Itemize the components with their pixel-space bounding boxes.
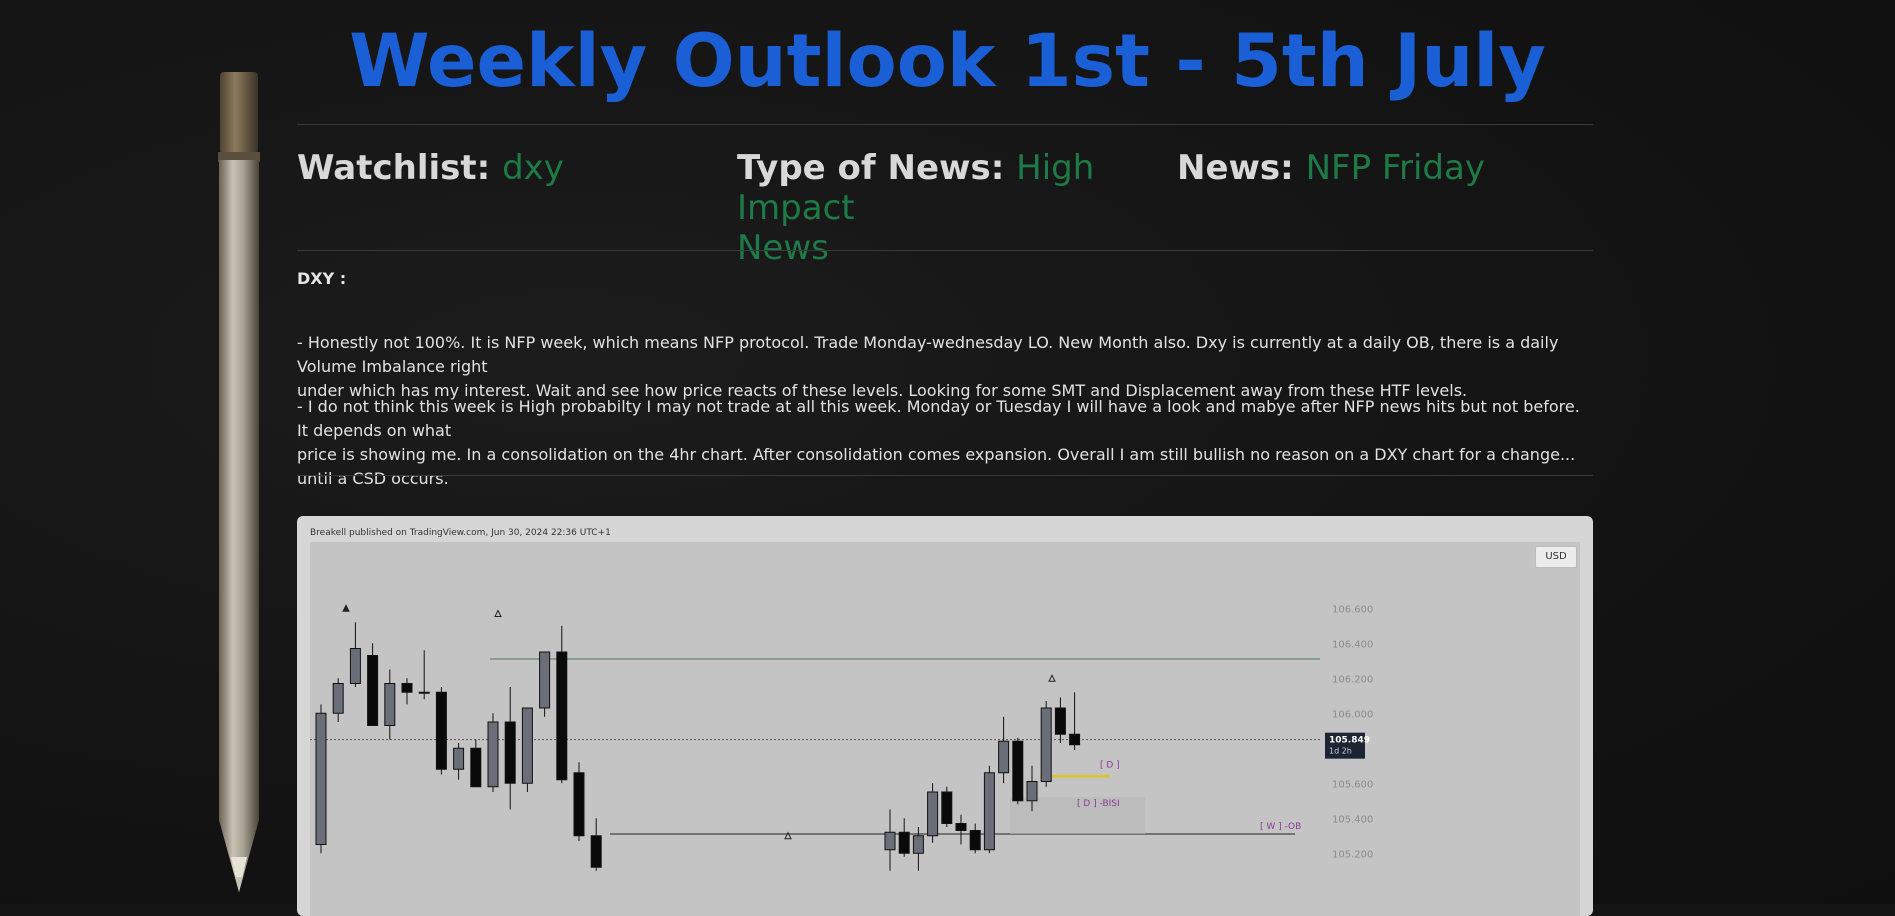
watchlist-value: dxy [502, 148, 564, 188]
paragraph-line: - Honestly not 100%. It is NFP week, whi… [297, 333, 1559, 376]
candle-body [590, 835, 602, 868]
paragraph-line: under which has my interest. Wait and se… [297, 381, 1468, 400]
y-tick-label: 105.400 [1332, 814, 1373, 825]
triangle-marker [342, 604, 350, 612]
candle-body [955, 823, 967, 831]
chart-image: Breakell published on TradingView.com, J… [297, 516, 1593, 916]
news-type-value-cont: News [737, 228, 829, 268]
page-title: Weekly Outlook 1st - 5th July [349, 19, 1546, 104]
last-price-sublabel: 1d 2h [1329, 747, 1352, 756]
candle-body [983, 772, 995, 851]
candle-body [1054, 707, 1066, 735]
paragraph-2: - I do not think this week is High proba… [297, 395, 1593, 491]
news-type-field: Type of News: High Impact News [737, 148, 1147, 268]
chart-annotation: [ D ] [1100, 761, 1120, 771]
chart-credit: Breakell published on TradingView.com, J… [310, 528, 611, 538]
watchlist-label: Watchlist: [297, 148, 503, 188]
chart-annotation: [ D ] -BISI [1077, 799, 1120, 809]
news-value: NFP Friday [1305, 148, 1485, 188]
candle-body [898, 831, 910, 854]
divider [297, 250, 1593, 251]
chart-annotation: [ W ] -OB [1260, 822, 1301, 832]
news-label: News: [1177, 148, 1306, 188]
pencil-illustration [218, 72, 260, 892]
candle-body [435, 691, 447, 770]
candle-body [1069, 733, 1081, 746]
chart-area: 106.600 106.400 106.200 106.000 105.600 105.4… [310, 542, 1580, 916]
candle-body [504, 721, 516, 784]
y-tick-label: 106.200 [1332, 674, 1373, 685]
candle-body [969, 830, 981, 851]
candle-body [539, 651, 551, 709]
candle-body [912, 835, 924, 854]
candle-body [418, 691, 430, 694]
triangle-marker [1048, 674, 1056, 682]
candle-body [941, 791, 953, 824]
section-title: DXY : [297, 269, 347, 288]
watchlist-field: Watchlist: dxy [297, 148, 564, 188]
candle-body [998, 740, 1010, 774]
candlestick-chart: 106.600 106.400 106.200 106.000 105.600 105.4… [310, 604, 1373, 871]
last-price-label: 105.849 [1329, 736, 1370, 746]
candle-body [556, 651, 568, 781]
candle-body [332, 683, 344, 714]
candle-body [573, 772, 585, 837]
candle-body [521, 707, 533, 784]
y-tick-label: 106.400 [1332, 639, 1373, 650]
y-tick-label: 105.600 [1332, 779, 1373, 790]
last-price-box [1325, 732, 1365, 759]
divider [297, 124, 1593, 125]
candle-body [884, 831, 896, 851]
divider [297, 475, 1593, 476]
candle-body [367, 655, 379, 726]
news-type-label: Type of News: [737, 148, 1017, 188]
triangle-marker [494, 609, 502, 617]
news-type-value: High Impact [737, 148, 1095, 228]
news-field: News: NFP Friday [1177, 148, 1485, 188]
y-tick-label: 106.600 [1332, 604, 1373, 615]
candle-body [470, 747, 482, 788]
candle-body [315, 712, 327, 845]
triangle-marker [784, 831, 792, 840]
candle-body [349, 648, 361, 684]
candle-body [1012, 740, 1024, 802]
paragraph-line: price is showing me. In a consolidation … [297, 445, 1576, 488]
candle-body [384, 683, 396, 726]
currency-button[interactable]: USD [1535, 546, 1577, 568]
y-tick-label: 105.200 [1332, 849, 1373, 860]
candle-body [927, 791, 939, 837]
candle-body [1026, 781, 1038, 802]
paragraph-line: - I do not think this week is High proba… [297, 397, 1580, 440]
candle-body [487, 721, 499, 788]
candle-body [1040, 707, 1052, 782]
candle-body [453, 747, 465, 770]
candle-body [401, 683, 413, 693]
y-tick-label: 106.000 [1332, 709, 1373, 720]
paragraph-1: - Honestly not 100%. It is NFP week, whi… [297, 331, 1593, 403]
